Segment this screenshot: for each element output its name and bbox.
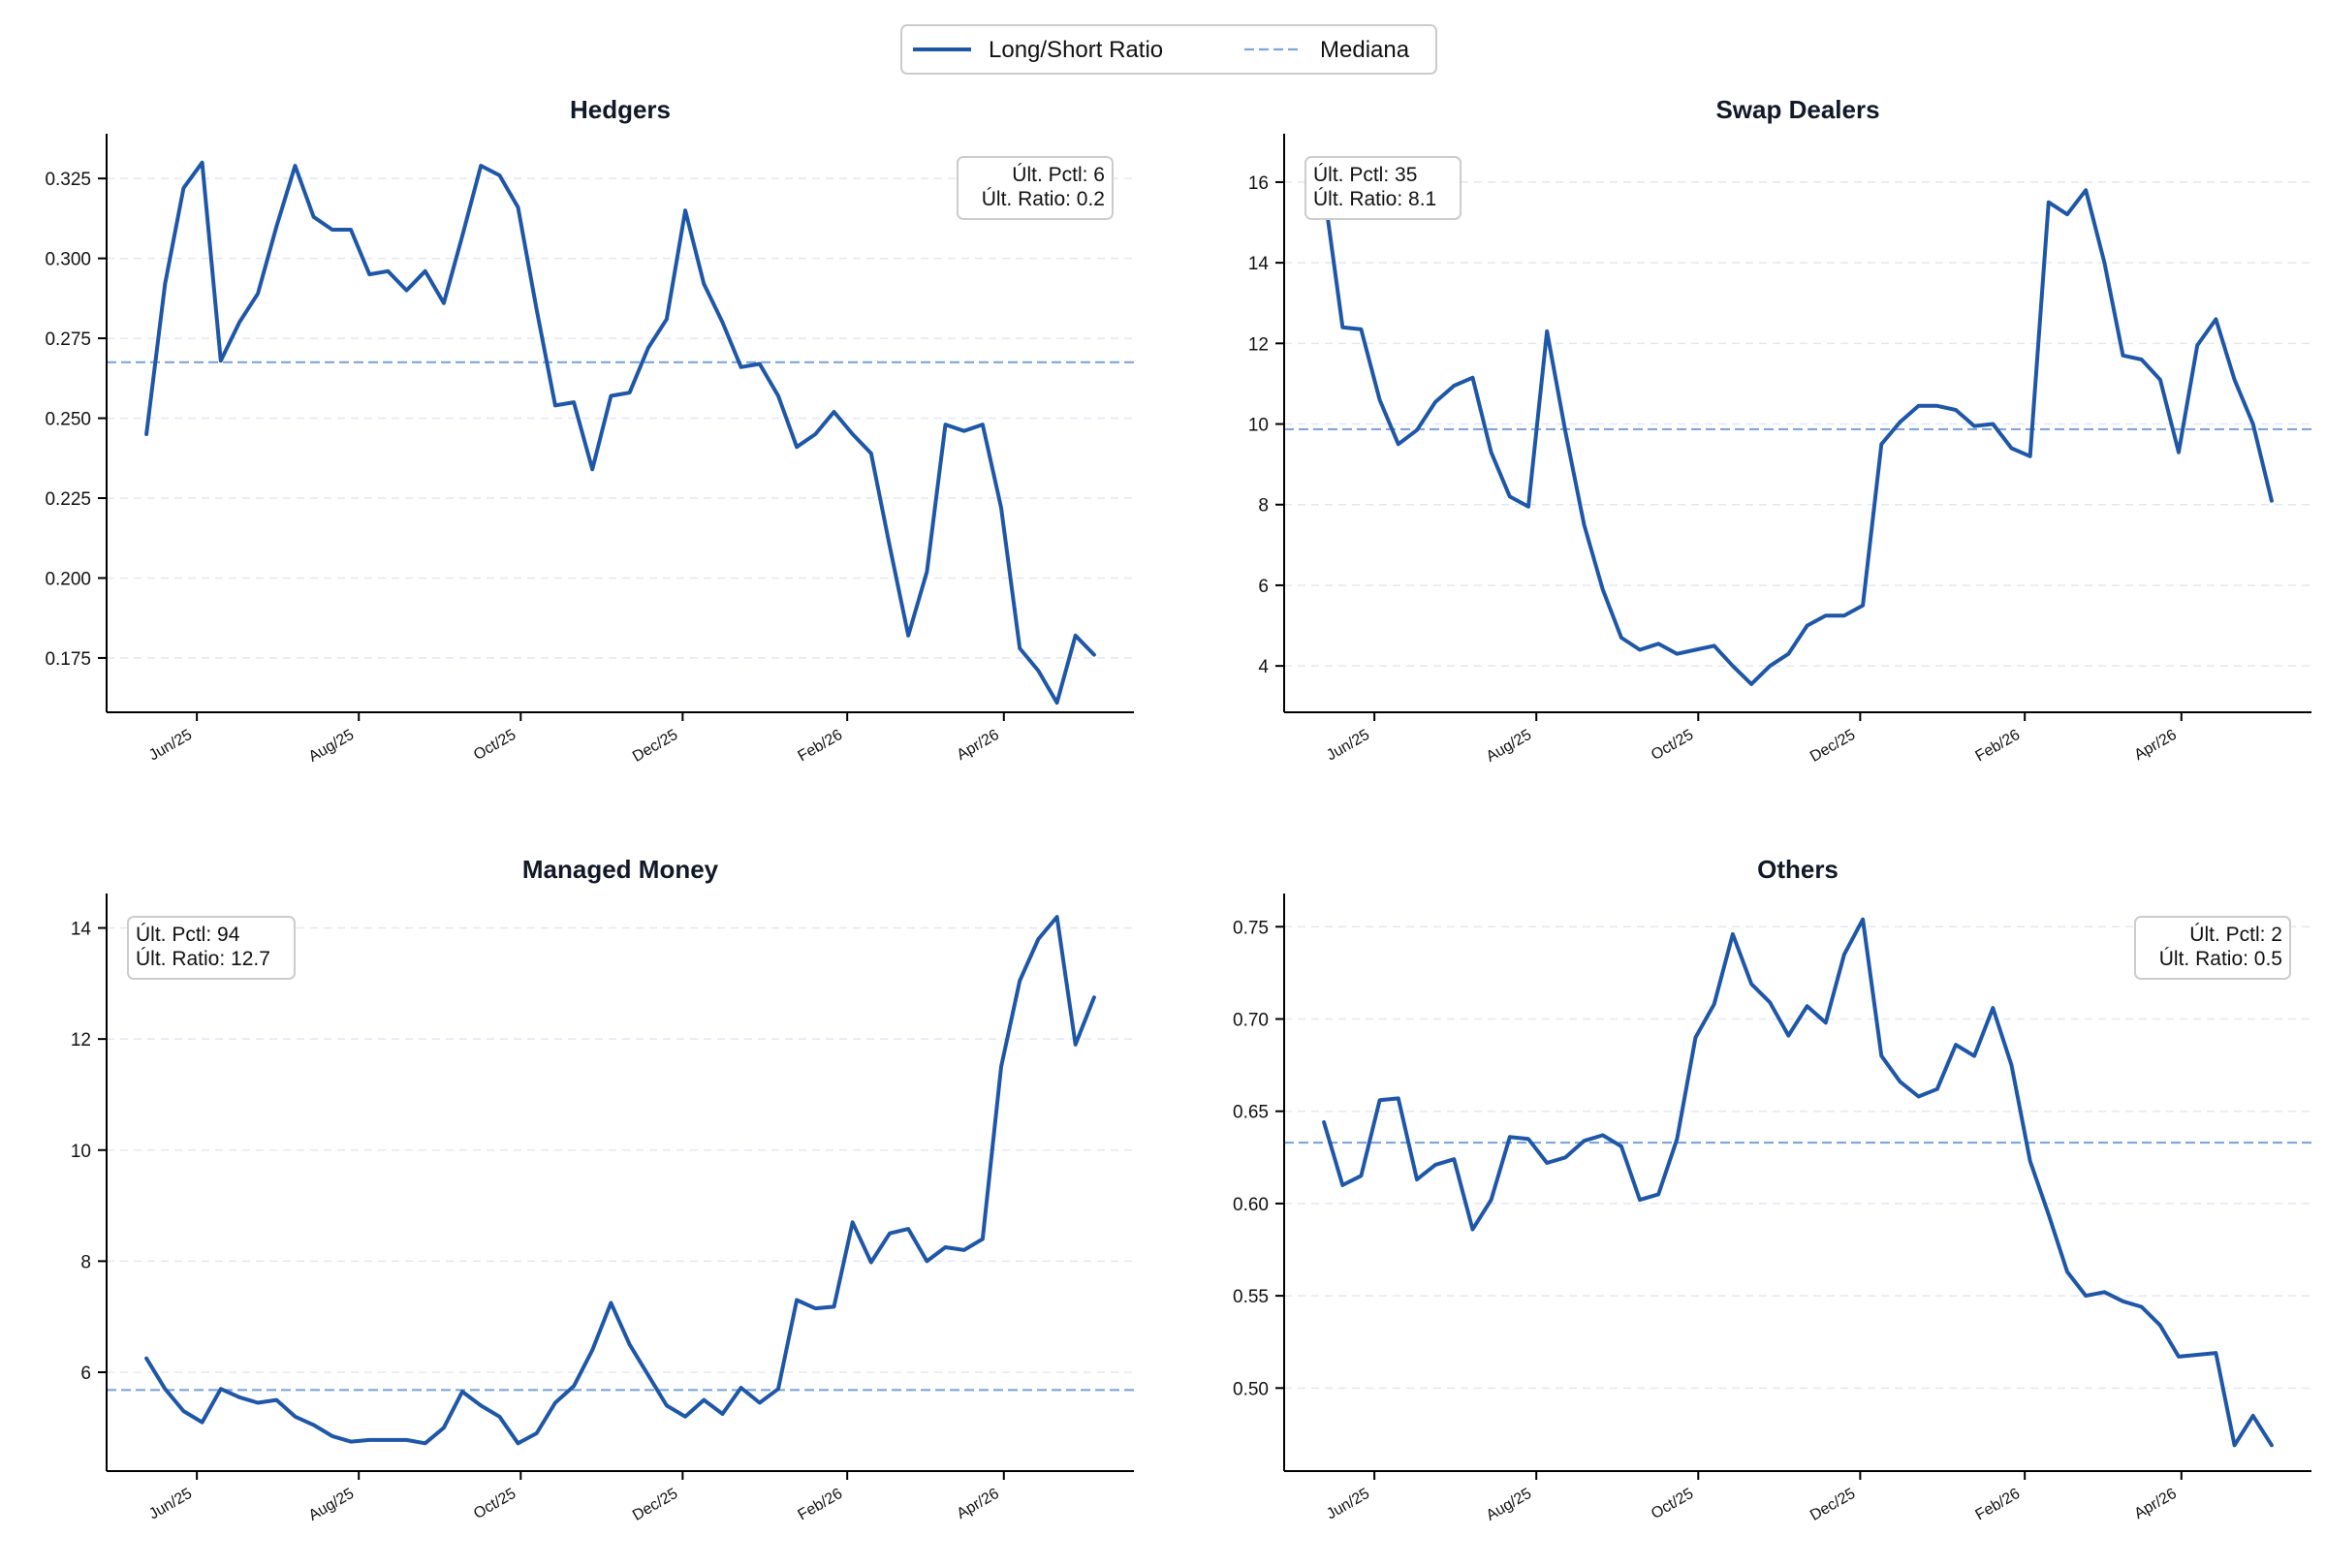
y-tick-label: 0.65 [1233,1103,1269,1123]
y-tick-label: 0.300 [45,250,91,270]
series-line [1322,188,2274,686]
info-text: Últ. Ratio: 0.2 [982,188,1105,210]
chart-panel: 4 6 8 10 12 14 16 Jun/25 Aug/25 Oct/25 Dec/25 Feb/2… [1248,95,2311,766]
x-tick-label: Dec/25 [1807,727,1858,766]
info-box [127,916,296,980]
y-tick-label: 10 [71,1142,91,1162]
info-text: Últ. Pctl: 6 [1012,164,1105,186]
chart-panel: 0.175 0.200 0.225 0.250 0.275 0.300 0.325 Jun/2… [45,95,1134,766]
info-text: Últ. Pctl: 94 [136,924,240,946]
y-tick-label: 12 [1248,334,1269,355]
info-text: Últ. Ratio: 8.1 [1313,188,1436,210]
legend-series-label: Long/Short Ratio [989,37,1163,63]
legend-median-label: Mediana [1320,37,1410,63]
x-tick-label: Apr/26 [954,1486,1001,1522]
x-tick-label: Oct/25 [471,727,519,764]
panel-title: Hedgers [570,95,671,124]
x-tick-label: Aug/25 [306,727,358,766]
x-tick-label: Oct/25 [1649,727,1696,764]
y-tick-label: 0.75 [1233,918,1269,938]
x-tick-label: Feb/26 [796,727,846,766]
chart-panels: 0.175 0.200 0.225 0.250 0.275 0.300 0.325 Jun/2… [45,95,2311,1524]
y-tick-label: 0.55 [1233,1287,1269,1307]
y-tick-label: 16 [1248,173,1269,194]
x-tick-label: Aug/25 [306,1486,358,1524]
y-tick-label: 0.50 [1233,1379,1269,1399]
y-tick-label: 14 [1248,254,1270,274]
y-tick-label: 14 [71,920,92,940]
y-tick-label: 0.275 [45,329,91,350]
x-tick-label: Dec/25 [1807,1486,1858,1524]
legend-box [900,24,1437,75]
x-tick-label: Oct/25 [471,1486,519,1522]
y-tick-label: 0.70 [1233,1010,1269,1030]
info-box [957,156,1114,220]
x-tick-label: Dec/25 [630,1486,680,1524]
x-tick-label: Aug/25 [1484,1486,1535,1524]
info-text: Últ. Pctl: 35 [1313,164,1417,186]
series-line [1322,917,2274,1448]
x-tick-label: Jun/25 [1324,727,1372,765]
y-tick-label: 8 [1258,496,1269,517]
x-tick-label: Feb/26 [796,1486,846,1524]
x-tick-label: Feb/26 [1973,727,2024,766]
panel-title: Others [1757,855,1839,884]
x-tick-label: Aug/25 [1484,727,1535,766]
info-box [2134,916,2291,980]
x-tick-label: Apr/26 [2131,1486,2179,1522]
series-line [144,915,1096,1446]
chart-panel: 6 8 10 12 14 Jun/25 Aug/25 Oct/25 Dec/25 Feb/26 Ap… [71,855,1134,1524]
info-text: Últ. Ratio: 12.7 [136,948,270,970]
x-tick-label: Jun/25 [146,727,195,765]
series-line [144,160,1096,706]
panel-title: Swap Dealers [1715,95,1879,124]
y-tick-label: 10 [1248,416,1269,436]
x-tick-label: Jun/25 [1324,1486,1372,1523]
y-tick-label: 0.325 [45,170,91,190]
info-text: Últ. Ratio: 0.5 [2159,948,2282,970]
y-tick-label: 6 [80,1364,91,1384]
y-tick-label: 4 [1258,657,1269,677]
chart-panel: 0.50 0.55 0.60 0.65 0.70 0.75 Jun/25 Aug/25 Oct/… [1233,855,2311,1524]
x-tick-label: Dec/25 [630,727,680,766]
y-tick-label: 0.200 [45,569,91,589]
legend: Long/Short Ratio Mediana [900,24,1437,75]
panel-title: Managed Money [522,855,719,884]
x-tick-label: Apr/26 [2131,727,2179,764]
info-text: Últ. Pctl: 2 [2189,924,2282,946]
y-tick-label: 8 [80,1252,91,1272]
x-tick-label: Jun/25 [146,1486,195,1523]
x-tick-label: Apr/26 [954,727,1001,764]
y-tick-label: 12 [71,1030,91,1051]
y-tick-label: 0.250 [45,410,91,430]
y-tick-label: 6 [1258,577,1269,597]
y-tick-label: 0.225 [45,489,91,510]
y-tick-label: 0.175 [45,649,91,670]
x-tick-label: Oct/25 [1649,1486,1696,1522]
x-tick-label: Feb/26 [1973,1486,2024,1524]
y-tick-label: 0.60 [1233,1195,1269,1215]
info-box [1304,156,1462,220]
